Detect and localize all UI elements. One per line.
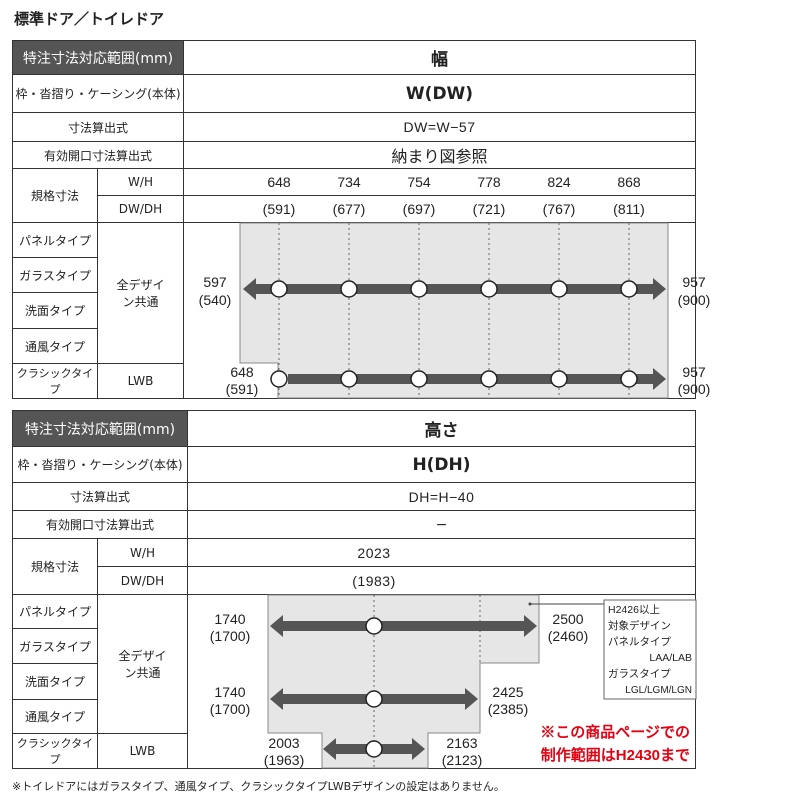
- footnote: ※トイレドアにはガラスタイプ、通風タイプ、クラシックタイプLWBデザインの設定は…: [12, 780, 505, 793]
- note-line: パネルタイプ: [608, 636, 671, 648]
- note-line: LGL/LGM/LGN: [625, 685, 692, 696]
- width-dw-4: (767): [543, 201, 576, 217]
- height-range-region: [267, 594, 540, 769]
- width-row1-min: 597: [203, 274, 227, 290]
- note-line: 対象デザイン: [608, 619, 671, 632]
- height-row2-max: 2425: [492, 684, 523, 700]
- height-standard-wh: 2023: [357, 544, 391, 561]
- height-row3-max: 2163: [446, 735, 477, 751]
- red-note-1: ※この商品ページでの: [540, 723, 690, 741]
- width-dw-2: (697): [403, 201, 436, 217]
- width-row1-min-dw: (540): [199, 292, 232, 308]
- height-arrow-row1: [270, 615, 537, 637]
- width-wh-1: 734: [337, 174, 361, 190]
- height-row1-max-dh: (2460): [548, 628, 588, 644]
- range-header-2: 特注寸法対応範囲(mm): [12, 410, 188, 447]
- height-row1-max: 2500: [552, 611, 583, 627]
- width-dw-1: (677): [333, 201, 366, 217]
- h2426-note: H2426以上 対象デザイン パネルタイプ LAA/LAB ガラスタイプ LGL…: [608, 604, 692, 696]
- width-row1-max: 957: [682, 274, 706, 290]
- width-wh-2: 754: [407, 174, 431, 190]
- width-row2-max: 957: [682, 364, 706, 380]
- height-row3-min-dh: (1963): [264, 752, 304, 768]
- red-note-2: 制作範囲はH2430まで: [541, 746, 690, 764]
- width-row2-max-dw: (900): [678, 381, 711, 397]
- height-row2-max-dh: (2385): [488, 701, 528, 717]
- height-gridlines: [373, 595, 481, 768]
- width-arrow-lwb: [288, 368, 666, 390]
- type-classic-2: クラシックタイプ: [12, 733, 98, 769]
- width-dw-3: (721): [473, 201, 506, 217]
- height-row2-min: 1740: [214, 684, 245, 700]
- h2426-note-box: [603, 599, 697, 700]
- width-wh-0: 648: [267, 174, 291, 190]
- height-row3-min: 2003: [268, 735, 299, 751]
- height-standard-dwdh: (1983): [352, 572, 396, 589]
- page-title: 標準ドア／トイレドア: [14, 10, 165, 28]
- note-line: H2426以上: [608, 604, 660, 616]
- width-arrow-all-design: [243, 278, 666, 300]
- width-wh-5: 868: [617, 174, 641, 190]
- width-dw-5: (811): [613, 201, 645, 217]
- width-row1-max-dw: (900): [678, 292, 711, 308]
- width-gridlines: [278, 223, 630, 398]
- width-wh-4: 824: [547, 174, 571, 190]
- note-line: ガラスタイプ: [608, 668, 671, 680]
- height-row3-max-dh: (2123): [442, 752, 482, 768]
- type-classic: クラシックタイプ: [12, 363, 98, 399]
- width-row2-min-dw: (591): [226, 381, 259, 397]
- height-row1-min-dh: (1700): [210, 628, 250, 644]
- height-row1-min: 1740: [214, 611, 245, 627]
- width-row2-min: 648: [230, 364, 254, 380]
- width-range-region: [239, 222, 669, 399]
- width-wh-3: 778: [477, 174, 501, 190]
- width-dw-0: (591): [263, 201, 296, 217]
- note-line: LAA/LAB: [649, 652, 692, 664]
- height-row2-min-dh: (1700): [210, 701, 250, 717]
